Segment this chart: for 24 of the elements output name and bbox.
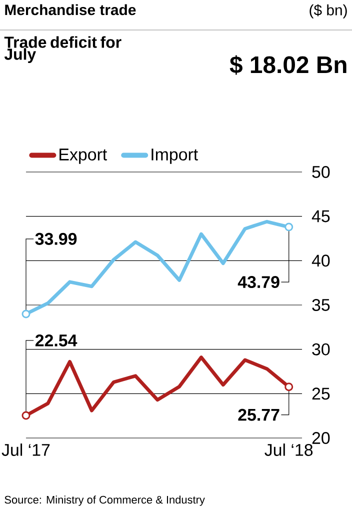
- text: ($ bn): [310, 4, 347, 18]
- x-tick-label: Jul ‘17: [2, 444, 50, 456]
- annotation: 33.99: [35, 232, 77, 245]
- y-tick-label: 40: [312, 254, 330, 267]
- point: [22, 310, 30, 318]
- annotation: 25.77: [238, 408, 280, 421]
- text: $ 18.02 Bn: [230, 55, 346, 75]
- legend-label: Export: [60, 148, 107, 164]
- annotation: 22.54: [35, 334, 78, 346]
- y-tick-label: 50: [312, 166, 330, 178]
- legend-label: Import: [152, 148, 198, 164]
- y-tick-label: 45: [312, 210, 330, 222]
- x-tick-label: Jul ‘18: [264, 444, 313, 456]
- point: [284, 222, 294, 232]
- y-tick-label: 35: [312, 298, 330, 311]
- y-tick-label: 30: [312, 343, 330, 356]
- chart-title: Merchandise trade: [5, 4, 136, 16]
- y-tick-label: 25: [312, 388, 330, 400]
- y-tick-label: 20: [312, 432, 330, 444]
- annotation: 43.79: [238, 276, 280, 288]
- source-note: Source: Ministry of Commerce & Industry: [4, 496, 205, 506]
- point: [284, 382, 294, 392]
- chart-subtitle: Trade deficit for July: [4, 36, 122, 64]
- point: [22, 411, 30, 420]
